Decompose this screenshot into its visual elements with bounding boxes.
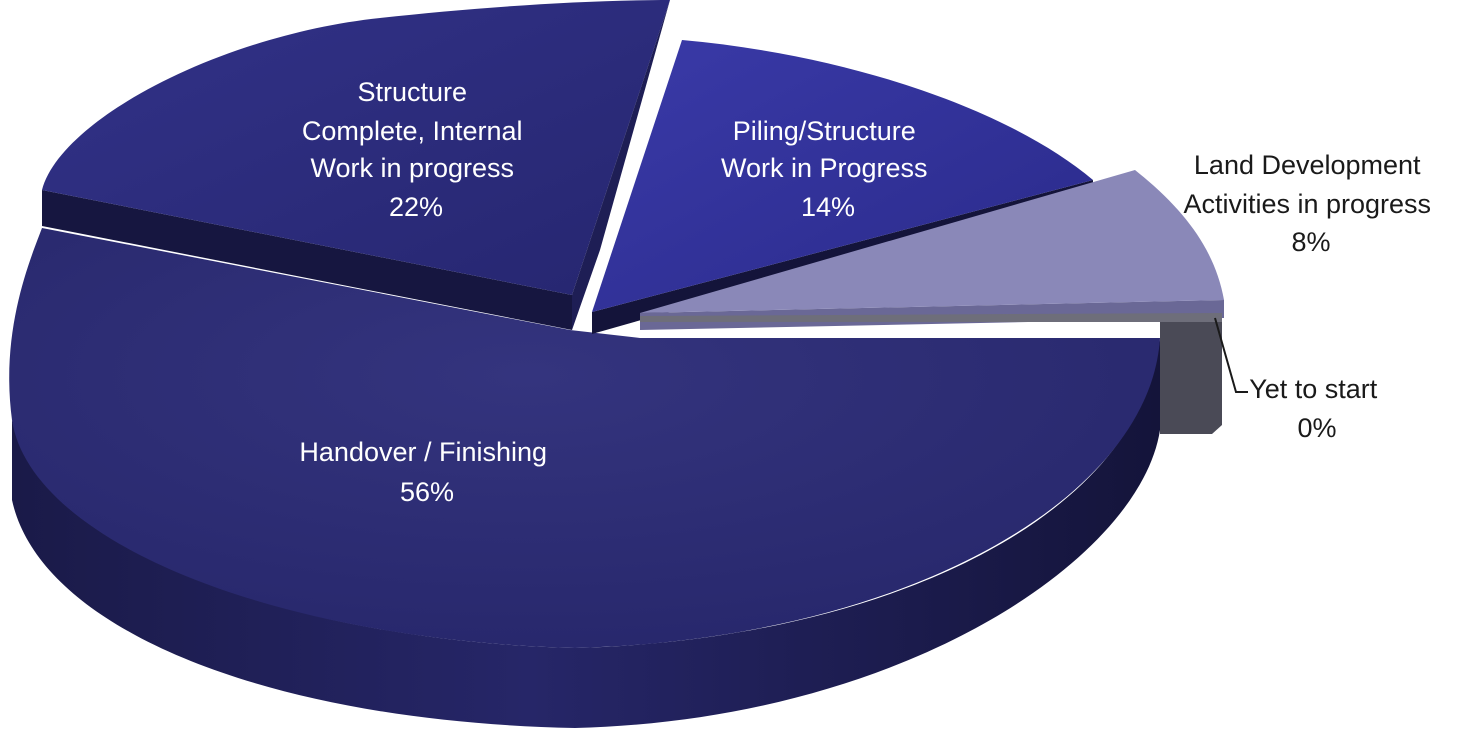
label-land-percent: 8% <box>1291 227 1330 257</box>
label-handover-finishing: Handover / Finishing 56% <box>299 437 554 507</box>
slice-yet-to-start <box>640 313 1222 434</box>
label-handover-percent: 56% <box>400 477 454 507</box>
label-piling-line-1: Piling/Structure <box>733 116 916 146</box>
slice-piling-top <box>592 40 1093 312</box>
yet-to-start-leader-line <box>1214 317 1248 393</box>
slice-handover-finishing <box>9 228 1161 728</box>
slice-handover-side <box>12 338 1160 728</box>
slice-handover-top <box>9 228 1161 648</box>
slice-yet-top <box>640 313 1222 322</box>
label-handover-line-1: Handover / Finishing <box>299 437 547 467</box>
label-piling-structure: Piling/Structure Work in Progress 14% <box>721 116 935 222</box>
label-piling-line-2: Work in Progress <box>721 153 928 183</box>
slice-structure-side <box>42 190 572 330</box>
label-yet-percent: 0% <box>1297 413 1336 443</box>
slice-land-top <box>640 170 1224 313</box>
label-land-development: Land Development Activities in progress … <box>1183 150 1438 257</box>
label-land-line-2: Activities in progress <box>1183 189 1431 219</box>
label-yet-to-start: Yet to start 0% <box>1249 374 1385 443</box>
slice-yet-side <box>1160 322 1222 434</box>
slice-structure-complete <box>42 0 670 330</box>
label-piling-percent: 14% <box>801 192 855 222</box>
label-structure-line-1: Structure <box>357 77 467 107</box>
label-structure-percent: 22% <box>389 192 443 222</box>
label-land-line-1: Land Development <box>1194 150 1421 180</box>
label-yet-line-1: Yet to start <box>1249 374 1378 404</box>
slice-structure-edge <box>572 0 670 330</box>
label-structure-line-2: Complete, Internal <box>302 116 523 146</box>
label-structure-line-3: Work in progress <box>310 153 514 183</box>
label-structure-complete: Structure Complete, Internal Work in pro… <box>302 77 530 222</box>
slice-structure-top <box>42 0 670 295</box>
